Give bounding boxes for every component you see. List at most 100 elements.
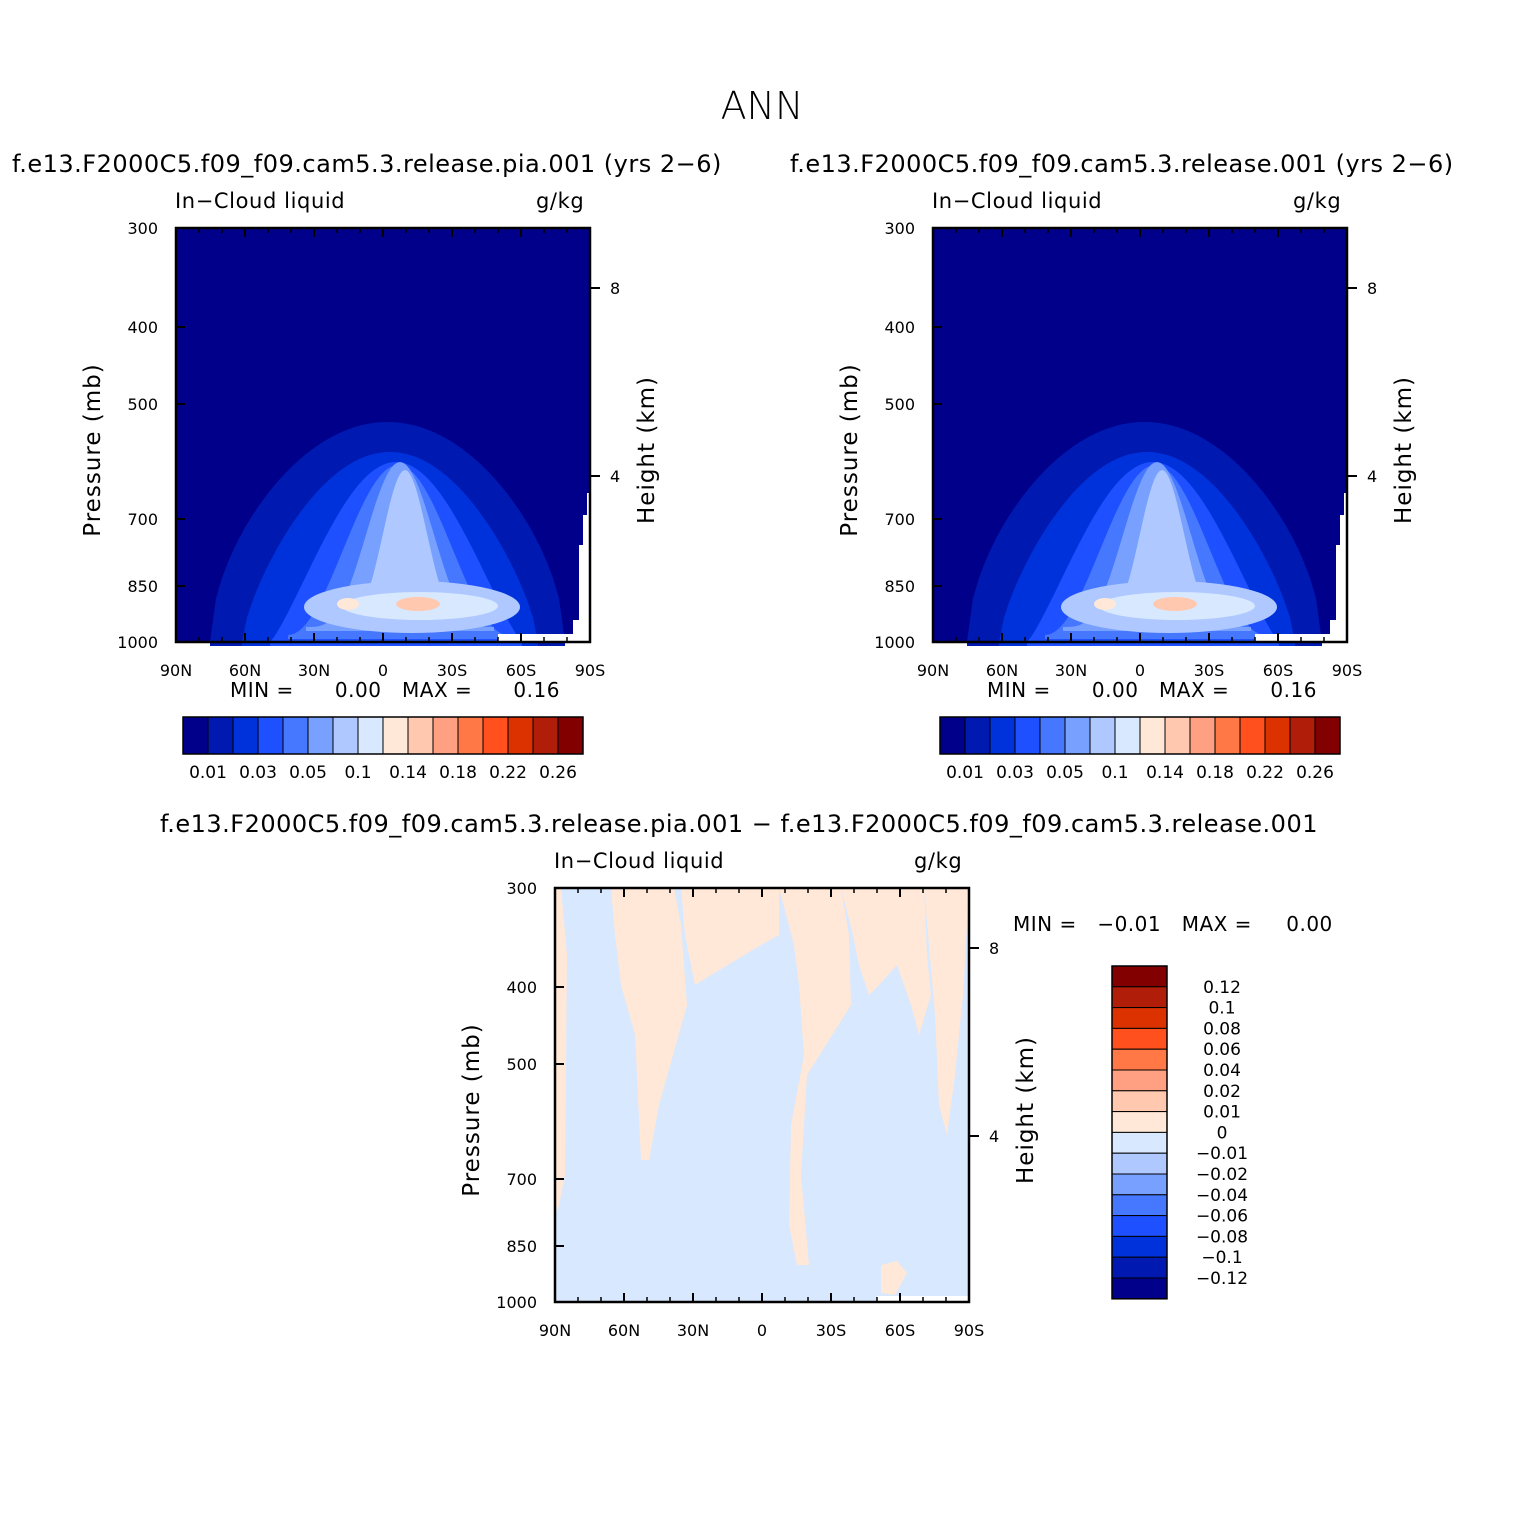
x-tick-label: 60S — [885, 1321, 916, 1340]
colorbar-swatch — [1111, 1090, 1168, 1113]
x-tick-label: 0 — [1135, 661, 1145, 680]
y2-tick-label: 4 — [1367, 467, 1377, 486]
colorbar-frame — [939, 716, 1341, 755]
colorbar-swatch — [964, 716, 991, 755]
colorbar-swatch — [507, 716, 534, 755]
colorbar-swatch — [1111, 1215, 1168, 1237]
colorbar-swatch — [1111, 1152, 1168, 1175]
colorbar-label: −0.08 — [1196, 1227, 1248, 1247]
panel-control-max-value: 0.16 — [1270, 678, 1317, 702]
x-tick-label: 60N — [608, 1321, 640, 1340]
positive-patch-6 — [924, 888, 969, 1135]
colorbar-label: 0.14 — [1146, 763, 1184, 783]
colorbar-label: −0.1 — [1201, 1248, 1242, 1268]
colorbar-label: 0.18 — [1196, 763, 1234, 783]
panel-test-title: f.e13.F2000C5.f09_f09.cam5.3.release.pia… — [12, 150, 722, 178]
y-tick-label: 300 — [506, 879, 537, 898]
y-tick-label: 700 — [884, 510, 915, 529]
x-tick-label: 60S — [506, 661, 537, 680]
x-tick-label: 30S — [1194, 661, 1225, 680]
colorbar-swatch — [382, 716, 409, 755]
colorbar-label: 0.08 — [1203, 1019, 1241, 1039]
plot-area — [933, 228, 1347, 646]
x-tick-label: 30S — [437, 661, 468, 680]
x-tick-label: 30N — [298, 661, 330, 680]
colorbar-label: 0.01 — [189, 763, 227, 783]
colorbar-label: 0.18 — [439, 763, 477, 783]
colorbar-swatch — [1064, 716, 1091, 755]
panel-control-min-value: 0.00 — [1091, 678, 1139, 702]
colorbar-label: 0.02 — [1203, 1082, 1241, 1102]
panel-test-max-label: MAX = — [402, 678, 473, 702]
panel-diff-minmax: MIN = −0.01 MAX = 0.00 — [1013, 912, 1333, 936]
max-primary — [1153, 597, 1197, 611]
panel-diff-variable-label: In−Cloud liquid — [554, 849, 725, 873]
colorbar-frame — [1111, 965, 1168, 1300]
panel-diff-max-value: 0.00 — [1286, 912, 1333, 936]
y-axis-title: Pressure (mb) — [837, 363, 863, 536]
x-tick-label: 0 — [378, 661, 388, 680]
colorbar-swatch — [1039, 716, 1066, 755]
panel-test-plot: 90N 60N 30N 0 30S 60S 90S 300 400 500 700 850 1000 8 4… — [80, 219, 660, 680]
positive-patch-5 — [841, 888, 931, 1035]
x-tick-label: 30N — [1055, 661, 1087, 680]
colorbar-swatch — [182, 716, 209, 755]
colorbar-swatch — [1111, 1048, 1168, 1071]
antarctica-mask — [573, 493, 590, 642]
colorbar-swatch — [1111, 1173, 1168, 1196]
panel-control-max-label: MAX = — [1159, 678, 1230, 702]
colorbar-swatch — [332, 716, 359, 755]
colorbar-swatch — [457, 716, 484, 755]
y-tick-label: 700 — [127, 510, 158, 529]
colorbar-swatch — [557, 716, 584, 755]
colorbar-label: 0.1 — [1101, 763, 1128, 783]
x-tick-label: 60S — [1263, 661, 1294, 680]
y-tick-label: 700 — [506, 1170, 537, 1189]
colorbar-swatch — [257, 716, 284, 755]
colorbar-label: −0.04 — [1196, 1186, 1248, 1206]
colorbar-label: 0.26 — [539, 763, 577, 783]
x-tick-label: 90S — [575, 661, 606, 680]
colorbar-label: −0.01 — [1196, 1144, 1248, 1164]
y-tick-label: 400 — [506, 978, 537, 997]
y-axis-title: Pressure (mb) — [80, 363, 106, 536]
panel-test-max-value: 0.16 — [513, 678, 560, 702]
colorbar-swatch — [407, 716, 434, 755]
positive-patch-3 — [681, 888, 779, 985]
colorbar-swatch — [1111, 1277, 1168, 1300]
y-tick-label: 850 — [884, 577, 915, 596]
colorbar-label: 0 — [1217, 1123, 1228, 1143]
y-tick-label: 850 — [127, 577, 158, 596]
colorbar-label: 0.01 — [946, 763, 984, 783]
max-secondary — [337, 598, 359, 610]
x-tick-label: 90S — [1332, 661, 1363, 680]
panel-control-variable-label: In−Cloud liquid — [932, 189, 1103, 213]
colorbar-label: 0.22 — [489, 763, 527, 783]
contour-band-6 — [1087, 470, 1237, 624]
colorbar-swatch — [1111, 1194, 1168, 1217]
y2-tick-label: 8 — [989, 939, 999, 958]
positive-patch-4 — [779, 888, 851, 1265]
colorbar-swatch — [1111, 986, 1168, 1009]
y-tick-label: 400 — [127, 318, 158, 337]
positive-patch-1 — [555, 888, 567, 1215]
colorbar-swatch — [1114, 716, 1141, 755]
colorbar-swatch — [989, 716, 1016, 755]
y2-tick-label: 4 — [989, 1127, 999, 1146]
colorbar-swatch — [232, 716, 259, 755]
colorbar-swatch — [1111, 1111, 1168, 1133]
colorbar-label: 0.1 — [1208, 999, 1235, 1019]
y-tick-label: 1000 — [496, 1293, 537, 1312]
y2-axis-title: Height (km) — [634, 376, 660, 524]
y2-tick-label: 8 — [1367, 279, 1377, 298]
colorbar-label: −0.02 — [1196, 1165, 1248, 1185]
panel-diff-plot: 90N 60N 30N 0 30S 60S 90S 300 400 500 700 850 1000 8 4… — [459, 879, 1039, 1340]
colorbar-label: 0.05 — [1046, 763, 1084, 783]
colorbar-label: 0.03 — [996, 763, 1034, 783]
x-tick-label: 90S — [954, 1321, 985, 1340]
colorbar-label: 0.14 — [389, 763, 427, 783]
colorbar-swatch — [532, 716, 559, 755]
y2-axis-title: Height (km) — [1391, 376, 1417, 524]
panel-diff-min-label: MIN = — [1013, 912, 1077, 936]
panel-diff-colorbar: 0.120.10.080.060.040.020.010−0.01−0.02−0… — [1111, 965, 1248, 1300]
